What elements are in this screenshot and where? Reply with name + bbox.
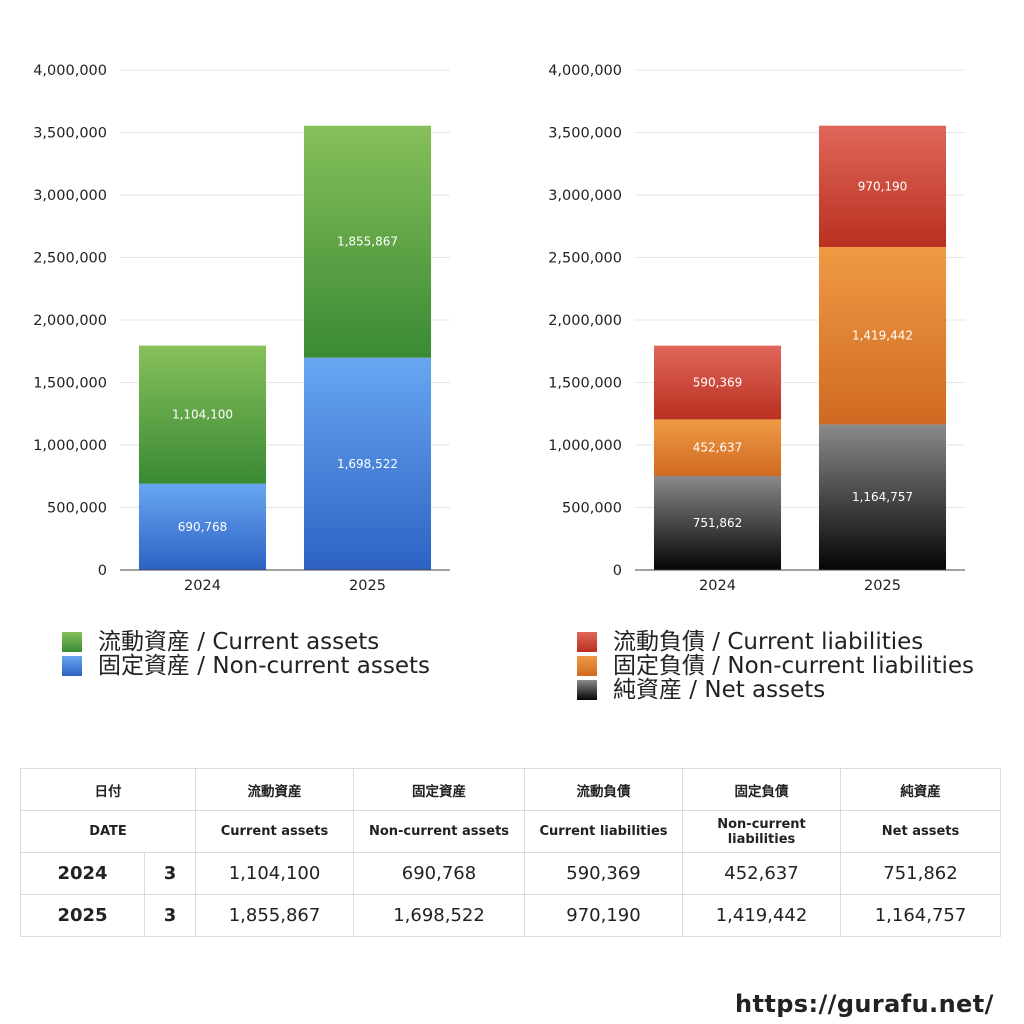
balance-sheet-table: 日付 流動資産 固定資産 流動負債 固定負債 純資産 DATE Current … <box>20 768 1001 937</box>
y-tick-label: 500,000 <box>47 501 107 517</box>
row-year: 2025 <box>20 894 145 937</box>
bar-value-label: 1,104,100 <box>172 408 233 422</box>
legend-swatch-current-assets <box>62 632 82 652</box>
table-row: 2025 3 1,855,867 1,698,522 970,190 1,419… <box>20 894 1001 937</box>
legend-label: 純資産 / Net assets <box>613 677 826 703</box>
bar-segment <box>653 476 782 570</box>
legend-item: 純資産 / Net assets <box>577 678 974 702</box>
cell-non-current-assets: 1,698,522 <box>353 894 525 937</box>
legend-label: 流動負債 / Current liabilities <box>613 629 924 655</box>
cell-non-current-liabilities: 1,419,442 <box>682 894 841 937</box>
header-net-assets-jp: 純資産 <box>840 768 1001 811</box>
row-month: 3 <box>144 852 196 895</box>
legend-label: 固定資産 / Non-current assets <box>98 653 431 679</box>
header-non-current-liabilities-jp: 固定負債 <box>682 768 841 811</box>
header-current-liabilities-jp: 流動負債 <box>524 768 683 811</box>
legend-item: 固定資産 / Non-current assets <box>62 654 430 678</box>
legend-swatch-non-current-assets <box>62 656 82 676</box>
y-tick-label: 3,500,000 <box>33 126 107 142</box>
bar-value-label: 1,855,867 <box>337 235 398 249</box>
bar-segment <box>818 125 947 247</box>
legend-item: 流動負債 / Current liabilities <box>577 630 974 654</box>
table-header-row: 日付 流動資産 固定資産 流動負債 固定負債 純資産 <box>20 768 1001 811</box>
header-non-current-assets-en: Non-current assets <box>353 810 525 853</box>
bar-value-label: 452,637 <box>693 441 743 455</box>
y-tick-label: 500,000 <box>562 501 622 517</box>
site-url: https://gurafu.net/ <box>735 990 994 1018</box>
y-tick-label: 4,000,000 <box>548 63 622 79</box>
bar-value-label: 590,369 <box>693 376 743 390</box>
bar-segment <box>818 424 947 570</box>
legend-swatch-non-current-liabilities <box>577 656 597 676</box>
bar-segment <box>818 246 947 425</box>
table-row: 2024 3 1,104,100 690,768 590,369 452,637… <box>20 852 1001 895</box>
y-tick-label: 2,000,000 <box>33 313 107 329</box>
table-header-row: DATE Current assets Non-current assets C… <box>20 810 1001 853</box>
bar-segment <box>653 345 782 420</box>
row-year: 2024 <box>20 852 145 895</box>
header-current-assets-jp: 流動資産 <box>195 768 354 811</box>
header-non-current-assets-jp: 固定資産 <box>353 768 525 811</box>
y-tick-label: 1,500,000 <box>33 376 107 392</box>
header-current-liabilities-en: Current liabilities <box>524 810 683 853</box>
y-tick-label: 3,000,000 <box>33 188 107 204</box>
header-current-assets-en: Current assets <box>195 810 354 853</box>
y-tick-label: 2,500,000 <box>548 251 622 267</box>
legend-item: 固定負債 / Non-current liabilities <box>577 654 974 678</box>
cell-non-current-assets: 690,768 <box>353 852 525 895</box>
liabilities-chart: 0 500,000 1,000,000 1,500,000 2,000,000 2,500… <box>548 63 965 594</box>
cell-net-assets: 1,164,757 <box>840 894 1001 937</box>
y-tick-label: 2,500,000 <box>33 251 107 267</box>
bar-segment <box>653 419 782 477</box>
y-tick-label: 1,500,000 <box>548 376 622 392</box>
cell-net-assets: 751,862 <box>840 852 1001 895</box>
bar-segment <box>303 357 432 570</box>
bar-value-label: 690,768 <box>178 520 228 534</box>
bar-value-label: 1,164,757 <box>852 490 913 504</box>
legend-label: 固定負債 / Non-current liabilities <box>613 653 974 679</box>
x-tick-label: 2024 <box>184 578 221 594</box>
x-tick-label: 2025 <box>864 578 901 594</box>
legend-label: 流動資産 / Current assets <box>98 629 380 655</box>
bar-segment <box>303 125 432 358</box>
header-net-assets-en: Net assets <box>840 810 1001 853</box>
bar-segment <box>138 483 267 570</box>
bar-value-label: 1,698,522 <box>337 457 398 471</box>
header-non-current-liabilities-en: Non-current liabilities <box>682 810 841 853</box>
legend-swatch-current-liabilities <box>577 632 597 652</box>
x-tick-label: 2025 <box>349 578 386 594</box>
assets-chart: 0 500,000 1,000,000 1,500,000 2,000,000 2,500… <box>33 63 450 594</box>
bar-value-label: 1,419,442 <box>852 329 913 343</box>
y-tick-label: 3,000,000 <box>548 188 622 204</box>
y-tick-label: 1,000,000 <box>33 438 107 454</box>
y-tick-label: 0 <box>98 563 107 579</box>
cell-non-current-liabilities: 452,637 <box>682 852 841 895</box>
y-tick-label: 2,000,000 <box>548 313 622 329</box>
cell-current-assets: 1,104,100 <box>195 852 354 895</box>
y-tick-label: 1,000,000 <box>548 438 622 454</box>
x-tick-label: 2024 <box>699 578 736 594</box>
y-tick-label: 3,500,000 <box>548 126 622 142</box>
cell-current-assets: 1,855,867 <box>195 894 354 937</box>
bar-segment <box>138 345 267 484</box>
y-tick-label: 0 <box>613 563 622 579</box>
header-date-en: DATE <box>20 810 196 853</box>
row-month: 3 <box>144 894 196 937</box>
cell-current-liabilities: 970,190 <box>524 894 683 937</box>
y-tick-label: 4,000,000 <box>33 63 107 79</box>
assets-legend: 流動資産 / Current assets 固定資産 / Non-current… <box>62 630 430 678</box>
legend-swatch-net-assets <box>577 680 597 700</box>
header-date-jp: 日付 <box>20 768 196 811</box>
bar-value-label: 970,190 <box>858 179 908 193</box>
bar-value-label: 751,862 <box>693 516 743 530</box>
legend-item: 流動資産 / Current assets <box>62 630 430 654</box>
cell-current-liabilities: 590,369 <box>524 852 683 895</box>
liabilities-legend: 流動負債 / Current liabilities 固定負債 / Non-cu… <box>577 630 974 702</box>
